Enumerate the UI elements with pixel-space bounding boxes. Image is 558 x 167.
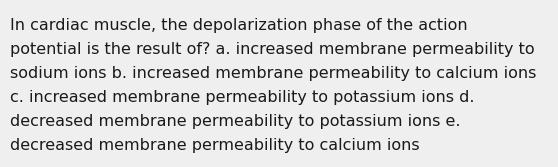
- Text: In cardiac muscle, the depolarization phase of the action: In cardiac muscle, the depolarization ph…: [10, 18, 468, 33]
- Text: decreased membrane permeability to potassium ions e.: decreased membrane permeability to potas…: [10, 114, 460, 129]
- Text: c. increased membrane permeability to potassium ions d.: c. increased membrane permeability to po…: [10, 90, 474, 105]
- Text: sodium ions b. increased membrane permeability to calcium ions: sodium ions b. increased membrane permea…: [10, 66, 536, 81]
- Text: decreased membrane permeability to calcium ions: decreased membrane permeability to calci…: [10, 138, 420, 153]
- Text: potential is the result of? a. increased membrane permeability to: potential is the result of? a. increased…: [10, 42, 535, 57]
